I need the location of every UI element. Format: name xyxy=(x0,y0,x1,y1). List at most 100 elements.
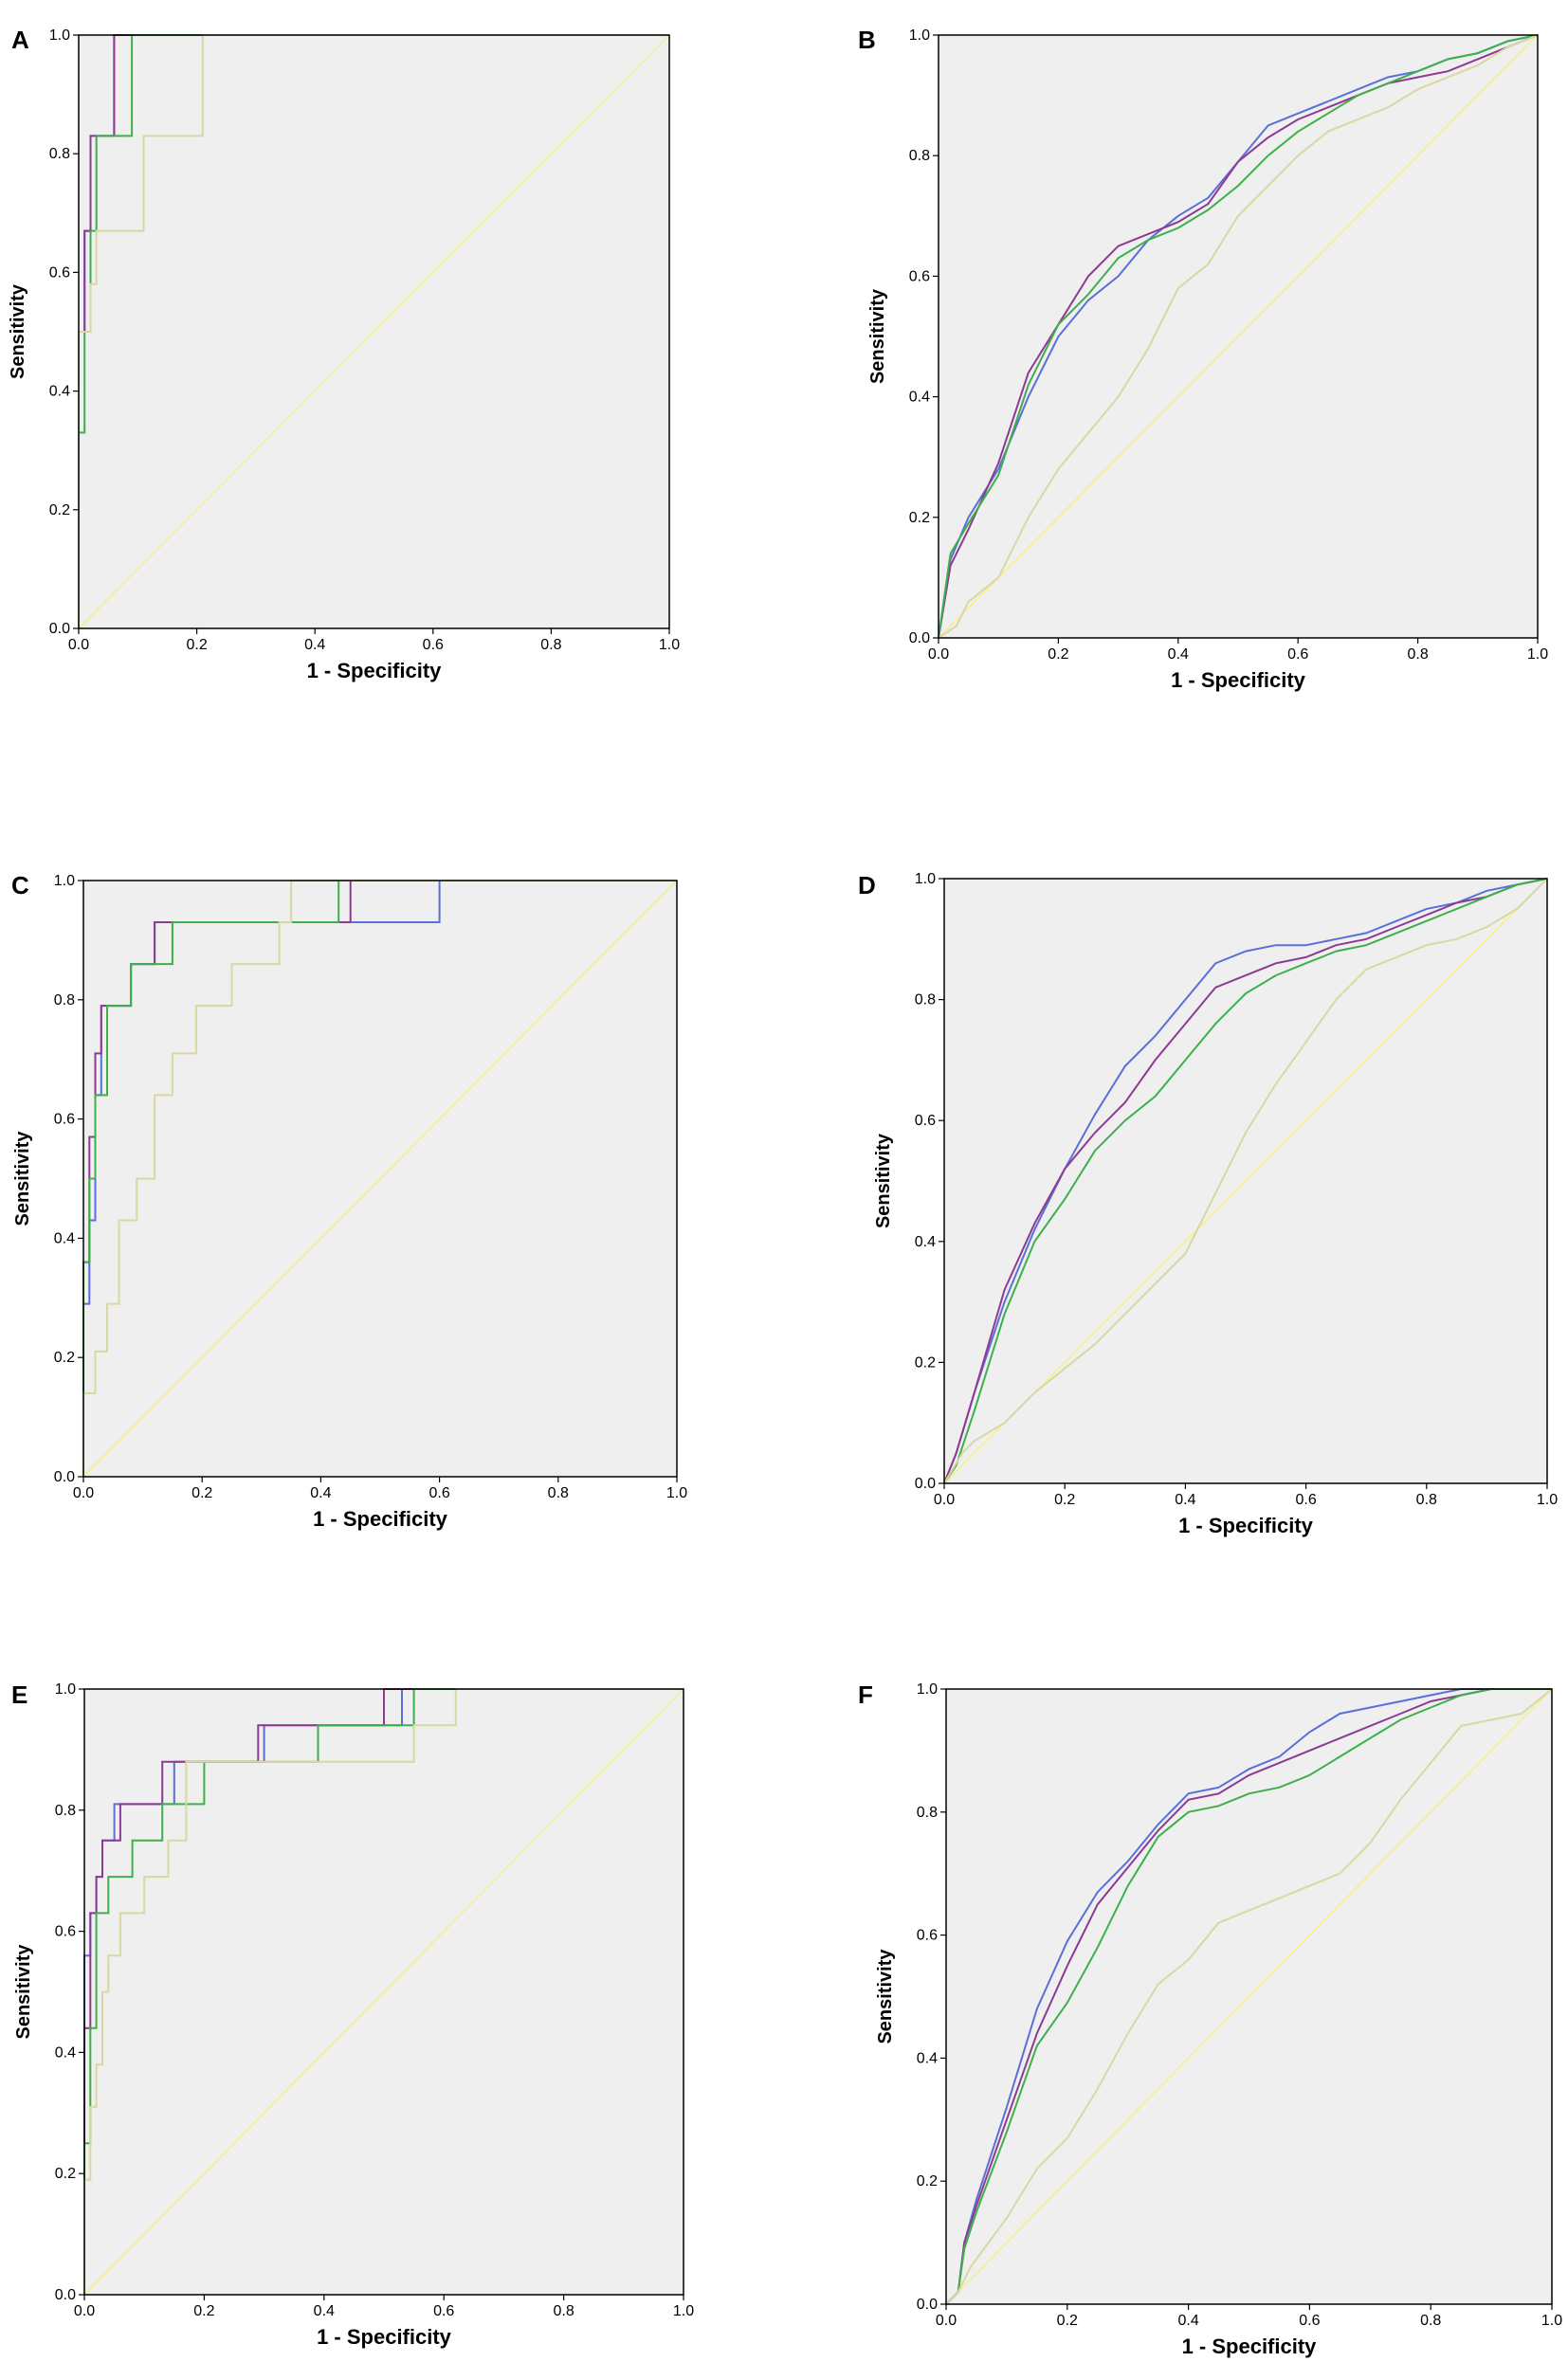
x-axis-title: 1 - Specificity xyxy=(1178,1514,1314,1537)
x-tick-label: 0.8 xyxy=(1416,1492,1437,1508)
x-tick-label: 0.8 xyxy=(548,1485,569,1501)
x-tick-label: 0.0 xyxy=(934,1492,955,1508)
roc-curve-reference-d xyxy=(943,878,1548,1484)
y-tick-label: 0.6 xyxy=(54,1112,75,1128)
y-tick-label: 0.8 xyxy=(909,148,930,164)
x-tick-label: 0.6 xyxy=(1287,646,1308,663)
roc-curve-purple-f xyxy=(945,1688,1552,2305)
y-tick-label: 0.6 xyxy=(915,1113,936,1129)
x-tick-label: 0.6 xyxy=(428,1485,449,1501)
y-tick-label: 0.8 xyxy=(49,146,70,162)
y-tick-label: 0.2 xyxy=(55,2166,76,2182)
roc-curve-tan-a xyxy=(78,34,669,628)
x-tick-label: 1.0 xyxy=(659,637,680,653)
x-axis-title: 1 - Specificity xyxy=(1182,2335,1318,2358)
y-tick-label: 1.0 xyxy=(915,871,936,887)
roc-curve-green-b xyxy=(938,34,1539,639)
y-tick-label: 0.2 xyxy=(54,1350,75,1366)
x-tick-label: 0.8 xyxy=(1407,646,1428,663)
x-tick-label: 0.6 xyxy=(1295,1492,1316,1508)
panel-e: E 0.0 0.2 0.4 0.6 0.8 1.0 0.0 0.2 0.4 0.6 0.8 1.0 1 -… xyxy=(11,1681,694,2349)
y-tick-label: 1.0 xyxy=(909,27,930,44)
x-tick-label: 0.0 xyxy=(928,646,949,663)
y-tick-label: 0.4 xyxy=(49,384,70,400)
panel-letter-c: C xyxy=(11,871,29,899)
x-axis-title: 1 - Specificity xyxy=(317,2325,452,2349)
panel-a: A 0.0 0.2 0.4 0.6 0.8 1.0 0.0 0.2 0.4 0.6 0.8 1.0 1 -… xyxy=(8,26,680,682)
y-tick-label: 0.4 xyxy=(55,2044,76,2061)
x-tick-label: 0.2 xyxy=(191,1485,212,1501)
panel-letter-d: D xyxy=(858,871,876,899)
roc-curve-tan-b xyxy=(938,34,1539,639)
y-tick-label: 0.0 xyxy=(49,621,70,637)
roc-curve-reference-a xyxy=(78,34,670,629)
roc-curve-reference-b xyxy=(938,34,1539,639)
x-tick-label: 0.4 xyxy=(1177,2313,1198,2329)
x-tick-label: 1.0 xyxy=(1527,646,1548,663)
x-tick-label: 0.0 xyxy=(73,1485,94,1501)
roc-curve-blue-d xyxy=(943,878,1548,1484)
x-tick-label: 0.6 xyxy=(1299,2313,1320,2329)
y-axis-title: Sensitivity xyxy=(867,288,888,384)
y-tick-label: 0.0 xyxy=(54,1469,75,1485)
roc-curve-reference-f xyxy=(945,1688,1553,2305)
y-tick-label: 0.8 xyxy=(915,992,936,1008)
x-tick-label: 0.8 xyxy=(1420,2313,1441,2329)
y-tick-label: 0.6 xyxy=(917,1928,938,1944)
x-tick-label: 0.6 xyxy=(423,637,444,653)
panel-d: D 0.0 0.2 0.4 0.6 0.8 1.0 0.0 0.2 0.4 0.6 0.8 1.0 1 -… xyxy=(858,871,1558,1537)
x-tick-label: 0.6 xyxy=(433,2303,454,2319)
x-axis-title: 1 - Specificity xyxy=(1171,668,1306,692)
y-tick-label: 1.0 xyxy=(917,1681,938,1698)
panel-letter-e: E xyxy=(11,1681,27,1709)
plot-frame-a xyxy=(78,34,670,629)
y-axis-title: Sensitivity xyxy=(12,1131,33,1226)
x-tick-label: 1.0 xyxy=(1541,2313,1562,2329)
roc-curve-green-e xyxy=(83,1688,684,2295)
x-tick-label: 0.0 xyxy=(936,2313,957,2329)
roc-curve-green-a xyxy=(78,34,669,628)
y-tick-label: 0.8 xyxy=(917,1805,938,1821)
x-tick-label: 0.4 xyxy=(314,2303,335,2319)
roc-curve-purple-e xyxy=(83,1688,684,2295)
x-tick-label: 0.4 xyxy=(1168,646,1189,663)
roc-curve-green-d xyxy=(943,878,1548,1484)
y-tick-label: 0.4 xyxy=(917,2050,938,2066)
plot-frame-d xyxy=(943,878,1548,1484)
roc-curve-tan-f xyxy=(945,1688,1553,2305)
x-tick-label: 0.2 xyxy=(1054,1492,1075,1508)
y-axis-title: Sensitivity xyxy=(873,1133,894,1228)
x-axis-title: 1 - Specificity xyxy=(307,659,443,682)
x-axis-title: 1 - Specificity xyxy=(313,1507,448,1531)
y-tick-label: 0.8 xyxy=(55,1803,76,1819)
y-axis-title: Sensitivity xyxy=(13,1944,34,2040)
y-axis-title: Sensitivity xyxy=(875,1949,896,2044)
y-tick-label: 0.6 xyxy=(55,1924,76,1940)
y-tick-label: 0.8 xyxy=(54,992,75,1008)
plot-frame-f xyxy=(945,1688,1553,2305)
panel-letter-f: F xyxy=(858,1681,873,1709)
x-tick-label: 0.4 xyxy=(304,637,325,653)
plot-frame-e xyxy=(83,1688,684,2296)
y-tick-label: 0.4 xyxy=(54,1230,75,1246)
y-tick-label: 1.0 xyxy=(54,873,75,889)
y-tick-label: 0.2 xyxy=(909,510,930,526)
roc-curve-tan-d xyxy=(943,878,1548,1484)
roc-curve-purple-b xyxy=(938,34,1539,639)
x-tick-label: 0.4 xyxy=(310,1485,331,1501)
x-tick-label: 0.2 xyxy=(1057,2313,1078,2329)
x-tick-label: 0.0 xyxy=(68,637,89,653)
y-tick-label: 0.6 xyxy=(909,268,930,284)
roc-curve-purple-d xyxy=(943,878,1548,1484)
y-tick-label: 0.2 xyxy=(49,502,70,518)
panel-f: F 0.0 0.2 0.4 0.6 0.8 1.0 0.0 0.2 0.4 0.6 0.8 1.0 1 -… xyxy=(858,1681,1562,2358)
y-tick-label: 0.0 xyxy=(917,2297,938,2313)
panel-letter-b: B xyxy=(858,26,876,54)
y-tick-label: 0.4 xyxy=(915,1234,936,1250)
x-tick-label: 0.2 xyxy=(193,2303,214,2319)
x-tick-label: 0.0 xyxy=(74,2303,95,2319)
y-tick-label: 0.2 xyxy=(915,1354,936,1371)
y-tick-label: 0.2 xyxy=(917,2173,938,2189)
x-tick-label: 0.2 xyxy=(1048,646,1068,663)
roc-curve-reference-c xyxy=(82,880,678,1478)
